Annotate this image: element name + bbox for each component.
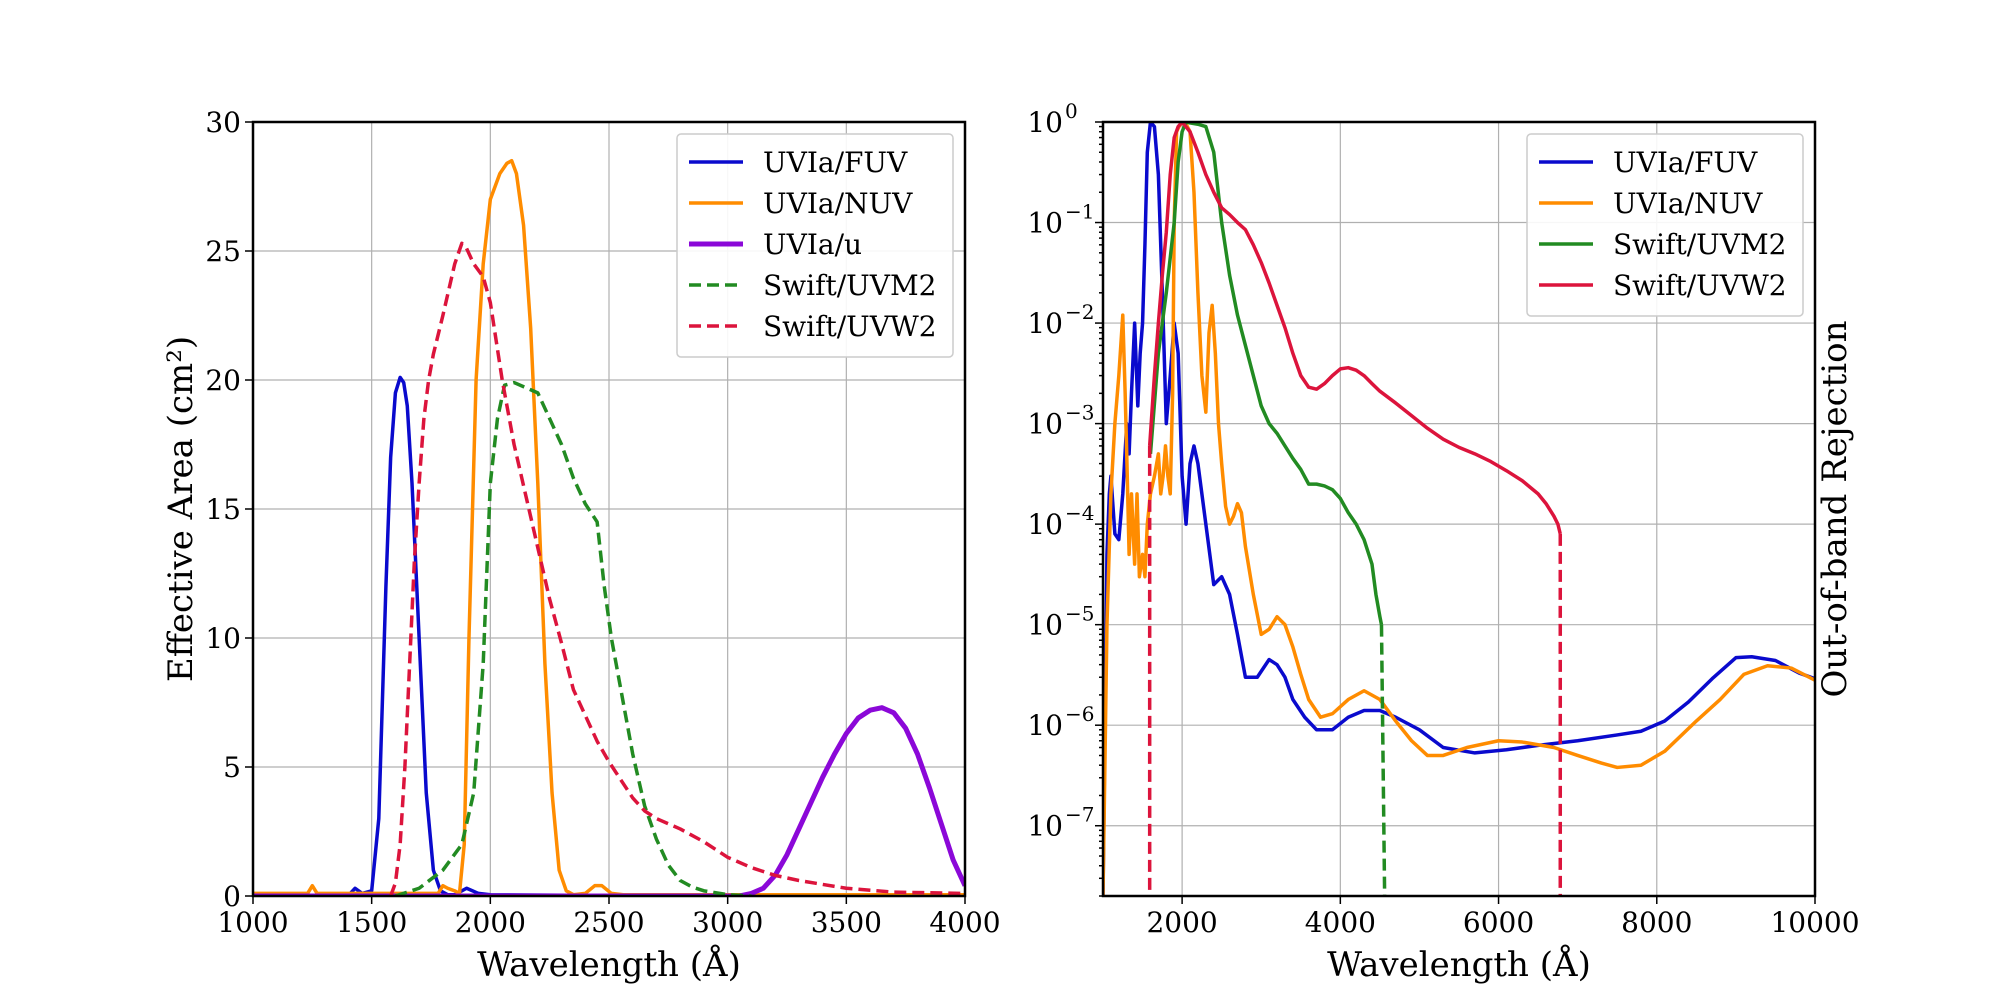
right-chart-xtick-label: 4000 xyxy=(1305,906,1376,939)
right-chart-xtick-label: 8000 xyxy=(1621,906,1692,939)
right-chart-ytick-label: 10 xyxy=(1027,207,1063,240)
right-chart-ytick-exponent: −2 xyxy=(1065,300,1094,324)
left-chart-xtick-label: 2500 xyxy=(573,906,644,939)
right-chart-legend-label: UVIa/FUV xyxy=(1613,146,1758,179)
left-chart-series-swift-uvw2 xyxy=(389,241,965,896)
right-chart-frame xyxy=(1101,120,1817,898)
right-chart-ytick-label: 10 xyxy=(1027,408,1063,441)
right-chart-ytick-label: 10 xyxy=(1027,106,1063,139)
left-chart-xtick-label: 1500 xyxy=(336,906,407,939)
right-chart-series-group xyxy=(1103,122,1815,896)
right-chart-ytick-exponent: −5 xyxy=(1065,602,1094,626)
right-chart-series-tail-swift-uvm2 xyxy=(1379,624,1387,896)
left-chart-xlabel: Wavelength (Å) xyxy=(477,944,741,985)
left-chart-ytick-label: 20 xyxy=(205,364,241,397)
left-chart-ytick-label: 15 xyxy=(205,493,241,526)
right-chart-legend-label: UVIa/NUV xyxy=(1613,187,1763,220)
left-chart-legend-label: UVIa/NUV xyxy=(763,187,913,220)
left-chart-series-uvia-fuv xyxy=(253,375,965,896)
right-chart-ytick-exponent: −7 xyxy=(1065,803,1094,827)
left-chart-series-swift-uvm2 xyxy=(394,380,752,896)
right-chart-ytick-exponent: −6 xyxy=(1065,702,1094,726)
left-chart-legend-box xyxy=(676,133,954,358)
right-chart-legend-label: Swift/UVW2 xyxy=(1613,269,1787,302)
right-chart-legend-box xyxy=(1526,133,1804,317)
left-chart-ytick-label: 0 xyxy=(223,880,241,913)
left-chart-xtick-label: 1000 xyxy=(217,906,288,939)
right-chart-legend-label: Swift/UVM2 xyxy=(1613,228,1786,261)
left-chart-xtick-label: 3000 xyxy=(692,906,763,939)
right-chart-legend: UVIa/FUV UVIa/NUV Swift/UVM2 Swift/UVW2 xyxy=(1526,133,1804,317)
right-chart-xtick-label: 10000 xyxy=(1770,906,1859,939)
right-chart-ytick-exponent: −3 xyxy=(1065,401,1094,425)
right-chart-ytick-label: 10 xyxy=(1027,709,1063,742)
left-chart-legend-label: Swift/UVM2 xyxy=(763,269,936,302)
left-chart-ytick-label: 10 xyxy=(205,622,241,655)
right-chart-ytick-label: 10 xyxy=(1027,810,1063,843)
right-chart-ytick-exponent: −4 xyxy=(1065,501,1094,525)
right-chart-ytick-label: 10 xyxy=(1027,307,1063,340)
right-chart-ytick-exponent: −1 xyxy=(1065,200,1094,224)
right-chart-series-uvia-nuv xyxy=(1103,122,1815,896)
right-chart-ytick-label: 10 xyxy=(1027,508,1063,541)
left-chart-ytick-label: 30 xyxy=(205,106,241,139)
left-chart-ylabel: Effective Area (cm²) xyxy=(161,336,201,682)
right-chart-series-uvia-fuv xyxy=(1103,122,1815,896)
left-chart-legend-label: UVIa/u xyxy=(763,228,862,261)
left-chart-ticks: 1000 1500 2000 2500 3000 3500 4000 0 5 10 15 20 25 30 xyxy=(205,106,1000,939)
right-chart-xlabel: Wavelength (Å) xyxy=(1327,944,1591,985)
right-chart-xtick-label: 2000 xyxy=(1146,906,1217,939)
left-chart-legend-label: Swift/UVW2 xyxy=(763,310,937,343)
left-chart-ytick-label: 25 xyxy=(205,235,241,268)
left-chart-xtick-label: 3500 xyxy=(811,906,882,939)
left-chart-series-group xyxy=(253,158,965,896)
right-chart-ytick-label: 10 xyxy=(1027,609,1063,642)
right-chart-ytick-exponent: 0 xyxy=(1065,99,1078,123)
left-chart-xtick-label: 2000 xyxy=(455,906,526,939)
left-chart-ytick-label: 5 xyxy=(223,751,241,784)
left-chart-legend-label: UVIa/FUV xyxy=(763,146,908,179)
right-chart-ylabel: Out-of-band Rejection xyxy=(1815,320,1855,697)
right-chart-xtick-label: 6000 xyxy=(1463,906,1534,939)
left-chart-series-uvia-u xyxy=(253,705,965,896)
left-chart-effective-area: 1000 1500 2000 2500 3000 3500 4000 0 5 10 15 20 25 30… xyxy=(161,106,1001,985)
left-chart-xtick-label: 4000 xyxy=(929,906,1000,939)
left-chart-legend: UVIa/FUV UVIa/NUV UVIa/u Swift/UVM2 Swift/UV… xyxy=(676,133,954,358)
